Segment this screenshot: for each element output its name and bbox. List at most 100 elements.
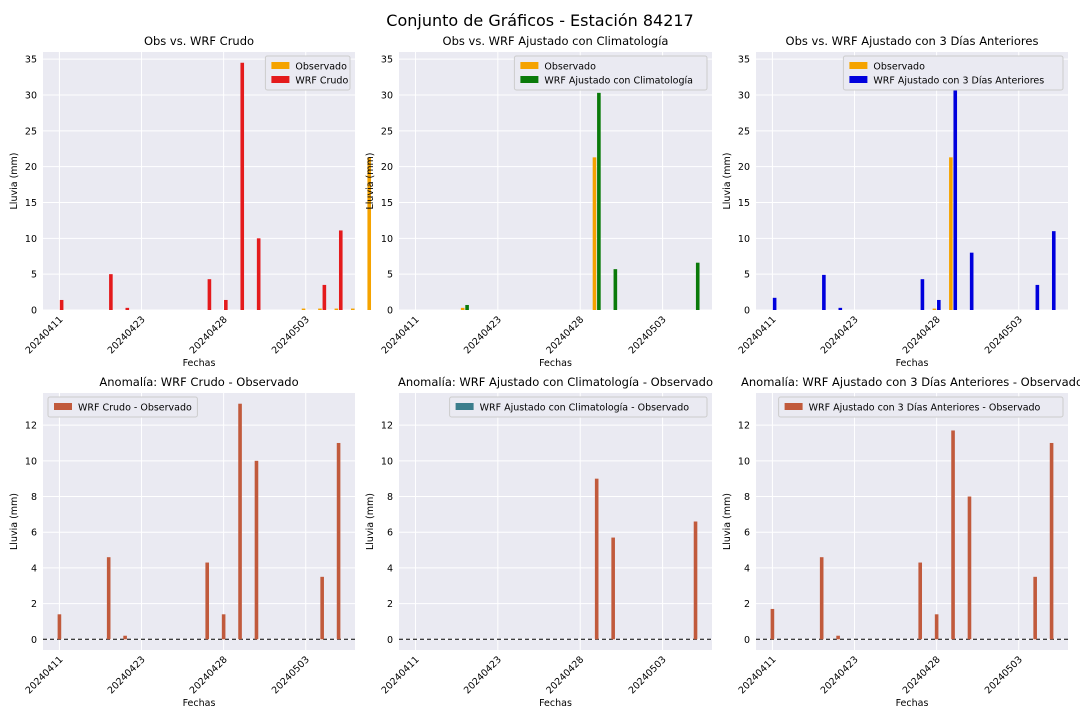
legend: Observado WRF Ajustado con Climatología: [513, 55, 708, 91]
y-tick-label: 2: [744, 599, 750, 610]
bar: [949, 157, 953, 310]
bar: [934, 614, 939, 640]
y-axis-label: Lluvia (mm): [9, 153, 20, 210]
bar: [221, 614, 226, 640]
bar: [334, 308, 339, 310]
bar: [465, 304, 469, 310]
figure-title: Conjunto de Gráficos - Estación 84217: [386, 11, 693, 30]
y-tick-label: 4: [744, 563, 750, 574]
legend-label: WRF Ajustado con 3 Días Anteriores - Obs…: [809, 403, 1041, 414]
bar: [125, 307, 130, 310]
y-tick-label: 35: [381, 55, 393, 66]
y-tick-label: 0: [31, 306, 37, 317]
bar: [224, 299, 228, 310]
bar: [320, 576, 324, 640]
y-tick-label: 4: [387, 563, 393, 574]
y-tick-label: 8: [31, 492, 37, 503]
y-tick-label: 2: [31, 599, 37, 610]
bar: [597, 92, 601, 310]
bar: [238, 403, 242, 640]
y-tick-label: 0: [387, 306, 393, 317]
plot-area: [399, 52, 712, 310]
y-tick-label: 0: [744, 306, 750, 317]
chart-title: Anomalía: WRF Crudo - Observado: [99, 375, 298, 389]
bar: [1033, 576, 1037, 640]
y-tick-label: 6: [387, 528, 393, 539]
y-tick-label: 5: [387, 270, 393, 281]
legend-label: WRF Crudo - Observado: [78, 403, 192, 414]
x-axis-label: Fechas: [896, 358, 929, 369]
y-axis-label: Lluvia (mm): [722, 493, 733, 550]
x-axis-label: Fechas: [183, 698, 216, 709]
legend-frame: [842, 55, 1064, 91]
bar: [256, 238, 261, 310]
bar: [106, 557, 111, 640]
legend-label: WRF Ajustado con Climatología: [544, 76, 693, 87]
chart-title: Anomalía: WRF Ajustado con Climatología …: [398, 375, 713, 389]
legend-frame: [47, 396, 198, 418]
bar: [207, 279, 212, 310]
y-tick-label: 30: [381, 91, 393, 102]
y-tick-label: 10: [738, 456, 750, 467]
bar: [770, 608, 775, 640]
plot-area: [756, 52, 1068, 310]
legend-label: WRF Crudo: [295, 76, 348, 87]
x-axis-label: Fechas: [896, 698, 929, 709]
y-tick-label: 20: [738, 162, 750, 173]
bar: [592, 157, 597, 310]
y-axis-label: Lluvia (mm): [365, 493, 376, 550]
y-tick-label: 12: [738, 421, 750, 432]
plot-area: [43, 52, 355, 310]
y-tick-label: 10: [25, 456, 37, 467]
x-axis-label: Fechas: [539, 358, 572, 369]
legend-swatch: [784, 403, 803, 410]
y-tick-label: 4: [31, 563, 37, 574]
y-tick-label: 20: [25, 162, 37, 173]
bar: [123, 635, 127, 640]
bar: [819, 557, 824, 640]
bar: [1035, 284, 1040, 310]
plot-area: [399, 393, 712, 650]
y-tick-label: 5: [744, 270, 750, 281]
y-tick-label: 10: [381, 234, 393, 245]
bar: [338, 230, 343, 310]
y-tick-label: 25: [381, 126, 393, 137]
bar: [367, 157, 372, 310]
bar: [318, 308, 322, 310]
y-tick-label: 15: [381, 198, 393, 209]
legend-frame: [513, 55, 708, 91]
y-tick-label: 10: [381, 456, 393, 467]
y-tick-label: 12: [381, 421, 393, 432]
y-tick-label: 6: [744, 528, 750, 539]
bar: [594, 478, 599, 640]
y-tick-label: 12: [25, 421, 37, 432]
y-tick-label: 10: [25, 234, 37, 245]
y-tick-label: 15: [25, 198, 37, 209]
bar: [1051, 231, 1056, 310]
legend: WRF Crudo - Observado: [47, 396, 198, 418]
legend: Observado WRF Ajustado con 3 Días Anterio…: [842, 55, 1064, 91]
bar: [240, 62, 245, 310]
y-tick-label: 8: [744, 492, 750, 503]
chart-title: Obs vs. WRF Crudo: [144, 34, 254, 48]
y-tick-label: 20: [381, 162, 393, 173]
bar: [109, 274, 113, 310]
y-tick-label: 25: [738, 126, 750, 137]
legend-frame: [449, 396, 708, 418]
bar: [772, 297, 777, 310]
bar: [932, 308, 937, 310]
chart-title: Anomalía: WRF Ajustado con 3 Días Anteri…: [741, 375, 1080, 389]
legend-frame: [778, 396, 1064, 418]
chart-title: Obs vs. WRF Ajustado con Climatología: [443, 34, 669, 48]
bar: [951, 430, 955, 640]
bar: [937, 299, 941, 310]
legend-swatch: [455, 403, 474, 410]
bar: [611, 537, 615, 640]
y-tick-label: 30: [25, 91, 37, 102]
x-axis-label: Fechas: [539, 698, 572, 709]
bar: [301, 308, 306, 310]
bar: [1049, 442, 1054, 640]
bar: [322, 284, 327, 310]
